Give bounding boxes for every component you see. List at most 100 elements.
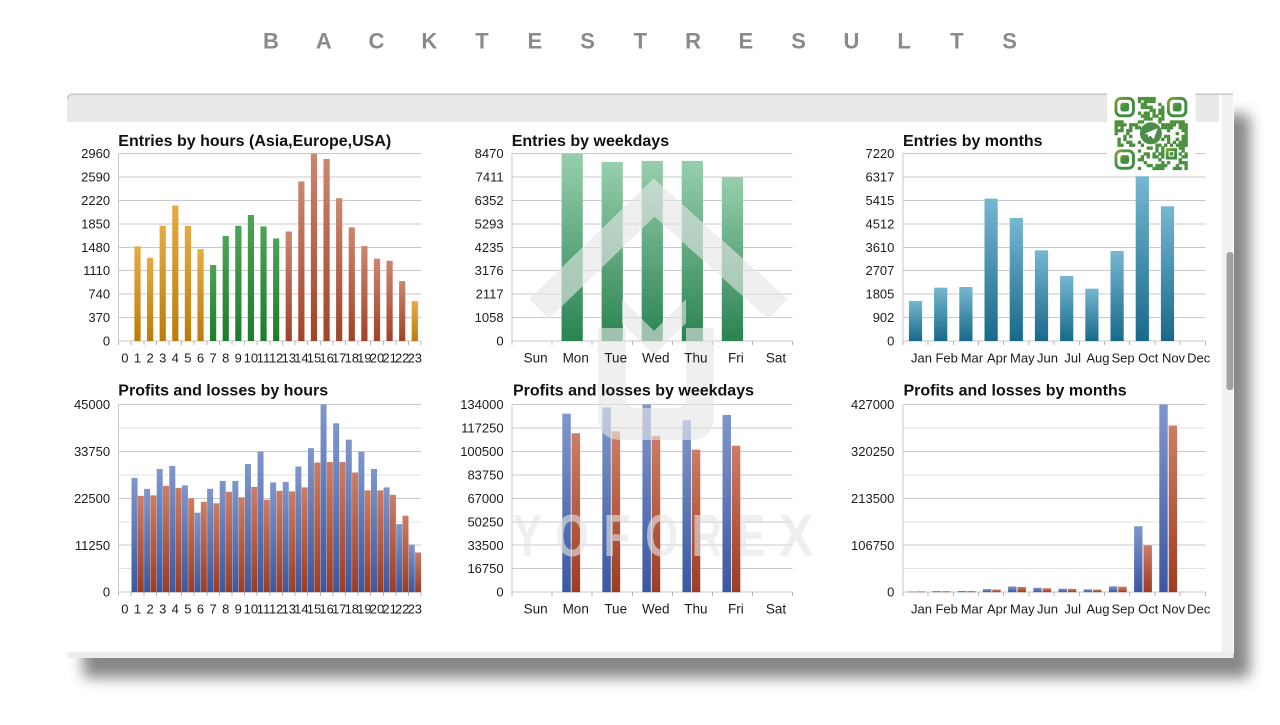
svg-text:Jan: Jan xyxy=(911,602,932,617)
svg-text:S: S xyxy=(791,29,806,54)
svg-text:1480: 1480 xyxy=(81,240,110,255)
svg-text:6: 6 xyxy=(197,602,204,617)
svg-text:6317: 6317 xyxy=(865,170,894,185)
svg-text:6352: 6352 xyxy=(475,193,504,208)
svg-text:12: 12 xyxy=(269,351,283,366)
svg-text:Fri: Fri xyxy=(728,351,744,366)
svg-text:17: 17 xyxy=(332,351,346,366)
svg-text:May: May xyxy=(1010,602,1035,617)
svg-text:Feb: Feb xyxy=(935,351,957,366)
svg-text:21: 21 xyxy=(382,602,396,617)
svg-text:0: 0 xyxy=(121,602,128,617)
svg-text:13: 13 xyxy=(282,602,296,617)
svg-text:12: 12 xyxy=(269,602,283,617)
svg-text:Wed: Wed xyxy=(642,602,670,617)
svg-text:0: 0 xyxy=(103,585,110,600)
svg-text:14: 14 xyxy=(294,602,308,617)
svg-text:19: 19 xyxy=(357,351,371,366)
svg-text:Mon: Mon xyxy=(563,351,589,366)
svg-text:U: U xyxy=(843,29,859,54)
svg-text:Oct: Oct xyxy=(1138,602,1159,617)
svg-text:0: 0 xyxy=(887,334,894,349)
svg-text:Sep: Sep xyxy=(1112,602,1135,617)
svg-text:213500: 213500 xyxy=(851,491,894,506)
svg-text:A: A xyxy=(316,29,332,54)
svg-text:S: S xyxy=(1002,29,1017,54)
svg-text:4512: 4512 xyxy=(865,216,894,231)
svg-text:33750: 33750 xyxy=(74,444,110,459)
svg-text:16: 16 xyxy=(319,602,333,617)
svg-text:902: 902 xyxy=(873,310,895,325)
svg-text:8470: 8470 xyxy=(475,146,504,161)
svg-text:Entries by hours (Asia,Europe,: Entries by hours (Asia,Europe,USA) xyxy=(118,133,391,150)
svg-text:2590: 2590 xyxy=(81,170,110,185)
svg-text:Sep: Sep xyxy=(1112,351,1135,366)
svg-text:Nov: Nov xyxy=(1162,351,1186,366)
svg-text:14: 14 xyxy=(294,351,308,366)
svg-text:Aug: Aug xyxy=(1086,602,1109,617)
svg-text:Jun: Jun xyxy=(1037,351,1058,366)
svg-text:5415: 5415 xyxy=(865,193,894,208)
svg-text:Jul: Jul xyxy=(1064,602,1081,617)
svg-text:Apr: Apr xyxy=(987,602,1008,617)
svg-text:O: O xyxy=(645,502,678,569)
svg-text:20: 20 xyxy=(370,351,384,366)
svg-text:33500: 33500 xyxy=(467,538,503,553)
svg-text:106750: 106750 xyxy=(851,538,894,553)
svg-text:B: B xyxy=(263,29,279,54)
svg-text:0: 0 xyxy=(887,585,894,600)
svg-text:117250: 117250 xyxy=(461,420,503,435)
svg-text:E: E xyxy=(527,29,542,54)
svg-text:Profits and losses by weekdays: Profits and losses by weekdays xyxy=(513,383,754,400)
svg-text:16: 16 xyxy=(319,351,333,366)
svg-text:Tue: Tue xyxy=(604,351,627,366)
svg-text:134000: 134000 xyxy=(460,397,503,412)
svg-text:Profits and losses by months: Profits and losses by months xyxy=(904,383,1127,400)
svg-text:3610: 3610 xyxy=(865,240,894,255)
svg-text:9: 9 xyxy=(235,602,242,617)
svg-text:Mar: Mar xyxy=(961,351,984,366)
svg-text:22: 22 xyxy=(395,351,409,366)
svg-text:2117: 2117 xyxy=(476,287,504,302)
svg-text:T: T xyxy=(950,29,964,54)
svg-text:22500: 22500 xyxy=(74,491,110,506)
svg-text:15: 15 xyxy=(307,602,321,617)
svg-text:7220: 7220 xyxy=(865,146,894,161)
svg-text:R: R xyxy=(692,503,722,569)
svg-text:Thu: Thu xyxy=(684,602,707,617)
svg-text:23: 23 xyxy=(408,602,422,617)
svg-text:Entries by months: Entries by months xyxy=(903,133,1043,150)
svg-text:9: 9 xyxy=(235,351,242,366)
svg-text:8: 8 xyxy=(222,351,229,366)
svg-text:0: 0 xyxy=(496,334,503,349)
svg-text:K: K xyxy=(421,29,437,54)
svg-text:Sat: Sat xyxy=(766,351,787,366)
svg-text:23: 23 xyxy=(408,351,422,366)
svg-text:0: 0 xyxy=(496,585,503,600)
svg-text:1805: 1805 xyxy=(865,287,894,302)
svg-text:Jul: Jul xyxy=(1064,351,1081,366)
svg-text:C: C xyxy=(369,29,385,54)
svg-text:8: 8 xyxy=(222,602,229,617)
svg-text:Thu: Thu xyxy=(684,351,707,366)
svg-text:5: 5 xyxy=(184,351,191,366)
svg-text:20: 20 xyxy=(370,602,384,617)
svg-text:21: 21 xyxy=(382,351,396,366)
svg-text:3: 3 xyxy=(159,602,166,617)
svg-text:11250: 11250 xyxy=(75,538,110,553)
svg-text:S: S xyxy=(580,29,595,54)
svg-text:1058: 1058 xyxy=(475,310,504,325)
svg-text:4: 4 xyxy=(172,351,179,366)
svg-text:5293: 5293 xyxy=(475,216,504,231)
svg-text:3176: 3176 xyxy=(475,263,504,278)
svg-text:370: 370 xyxy=(88,310,110,325)
svg-text:10: 10 xyxy=(244,351,258,366)
svg-text:83750: 83750 xyxy=(467,467,503,482)
svg-text:11: 11 xyxy=(257,351,271,366)
svg-text:17: 17 xyxy=(332,602,346,617)
svg-text:1: 1 xyxy=(134,351,141,366)
svg-text:F: F xyxy=(603,504,630,570)
svg-text:T: T xyxy=(634,29,648,54)
svg-text:45000: 45000 xyxy=(74,397,110,412)
svg-text:Sun: Sun xyxy=(524,602,548,617)
